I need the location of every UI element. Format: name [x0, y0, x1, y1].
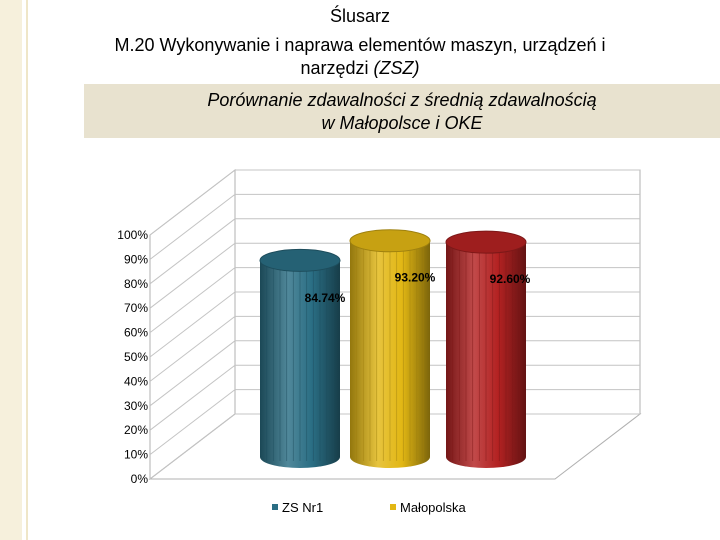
- gridline: [149, 193, 640, 260]
- y-tick-label: 90%: [124, 252, 148, 266]
- title-line3-italic: (ZSZ): [373, 58, 420, 78]
- legend-swatch: [272, 504, 278, 510]
- subtitle-line1: Porównanie zdawalności z średnią zdawaln…: [207, 90, 597, 110]
- slide-title-line2: M.20 Wykonywanie i naprawa elementów mas…: [114, 35, 606, 55]
- gridline: [149, 169, 640, 236]
- title-line3-text: narzędzi: [300, 58, 374, 78]
- y-tick-label: 50%: [124, 350, 148, 364]
- data-label-2: 93.20%: [395, 271, 436, 285]
- gridline: [149, 218, 640, 285]
- y-tick-label: 60%: [124, 326, 148, 340]
- y-tick-label: 40%: [124, 374, 148, 388]
- slide-title: Ślusarz: [329, 6, 391, 26]
- decorative-left-line: [26, 0, 28, 540]
- y-tick-label: 70%: [124, 301, 148, 315]
- y-tick-label: 30%: [124, 399, 148, 413]
- subtitle-line2: w Małopolsce i OKE: [321, 113, 483, 133]
- y-tick-label: 10%: [124, 448, 148, 462]
- legend-label: Małopolska: [400, 500, 467, 515]
- data-label-3: 92.60%: [490, 272, 531, 286]
- y-tick-label: 0%: [131, 472, 149, 486]
- legend-label: ZS Nr1: [282, 500, 323, 515]
- y-tick-label: 20%: [124, 423, 148, 437]
- bar-3-top: [445, 230, 527, 254]
- y-tick-label: 80%: [124, 277, 148, 291]
- y-tick-label: 100%: [117, 228, 148, 242]
- decorative-left-stripe: [0, 0, 22, 540]
- subtitle-band: Porównanie zdawalności z średnią zdawaln…: [84, 84, 720, 138]
- bar-1-top: [259, 248, 341, 272]
- legend-swatch: [390, 504, 396, 510]
- slide-title-line3: narzędzi (ZSZ): [0, 58, 720, 79]
- data-label-1: 84.74%: [305, 291, 346, 305]
- bar-2-top: [349, 229, 431, 253]
